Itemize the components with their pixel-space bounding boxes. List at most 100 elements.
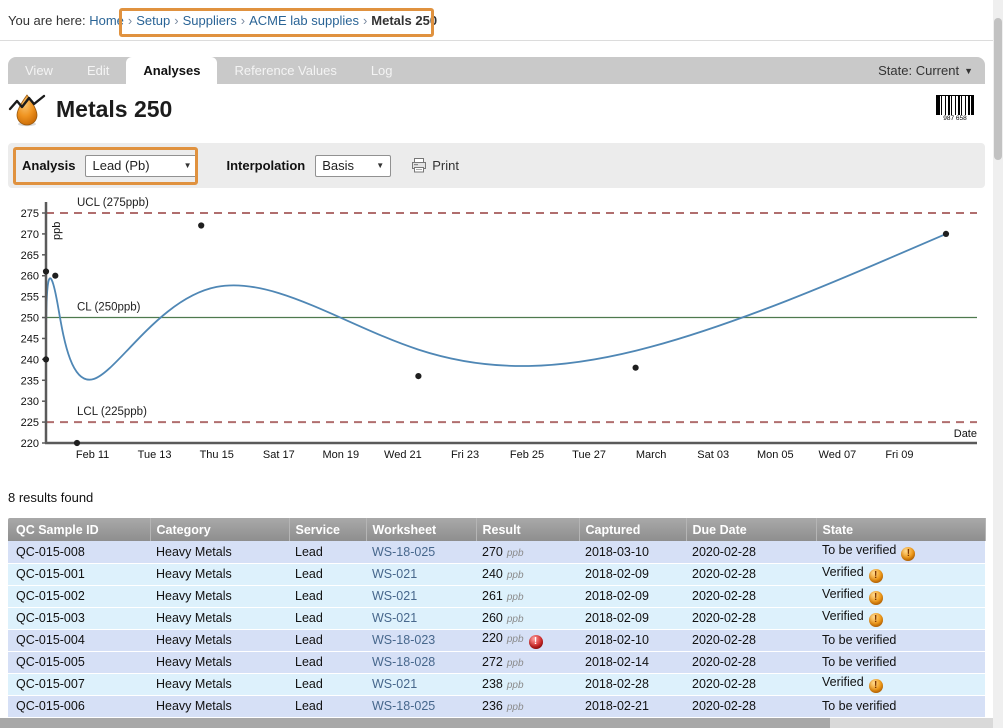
column-header-worksheet[interactable]: Worksheet: [366, 518, 476, 541]
cell-captured: 2018-02-09: [579, 563, 686, 585]
column-header-state[interactable]: State: [816, 518, 985, 541]
result-value: 236: [482, 699, 503, 713]
worksheet-link[interactable]: WS-021: [372, 611, 417, 625]
worksheet-link[interactable]: WS-021: [372, 567, 417, 581]
barcode-bars: [936, 95, 974, 116]
column-header-captured[interactable]: Captured: [579, 518, 686, 541]
cell-captured: 2018-02-21: [579, 695, 686, 717]
cell-category: Heavy Metals: [150, 695, 289, 717]
y-tick-label: 245: [21, 333, 39, 345]
cell-qc-sample-id: QC-015-004: [8, 629, 150, 651]
breadcrumb-item-acme-lab-supplies[interactable]: ACME lab supplies: [249, 13, 359, 28]
y-axis-title: ppb: [51, 222, 63, 240]
cell-category: Heavy Metals: [150, 585, 289, 607]
column-header-service[interactable]: Service: [289, 518, 366, 541]
cell-captured: 2018-03-10: [579, 541, 686, 563]
cell-qc-sample-id: QC-015-001: [8, 563, 150, 585]
result-unit: ppb: [507, 658, 524, 669]
worksheet-link[interactable]: WS-021: [372, 677, 417, 691]
y-tick-label: 220: [21, 438, 39, 450]
state-badge: To be verified: [822, 633, 896, 647]
tab-analyses[interactable]: Analyses: [126, 57, 217, 84]
column-header-result[interactable]: Result: [476, 518, 579, 541]
column-header-id[interactable]: QC Sample ID: [8, 518, 150, 541]
column-header-category[interactable]: Category: [150, 518, 289, 541]
vertical-scrollbar[interactable]: [993, 0, 1003, 728]
cell-service: Lead: [289, 629, 366, 651]
breadcrumb-separator: ›: [128, 13, 132, 28]
cell-qc-sample-id: QC-015-003: [8, 607, 150, 629]
interpolation-curve: [46, 234, 946, 380]
horizontal-scrollbar[interactable]: [0, 718, 993, 728]
column-header-due_date[interactable]: Due Date: [686, 518, 816, 541]
x-tick-label: Sat 17: [263, 449, 295, 461]
breadcrumb-item-suppliers[interactable]: Suppliers: [183, 13, 237, 28]
y-tick-label: 250: [21, 313, 39, 325]
worksheet-link[interactable]: WS-18-028: [372, 655, 435, 669]
y-tick-label: 275: [21, 208, 39, 220]
breadcrumb: You are here: Home›Setup›Suppliers›ACME …: [0, 0, 993, 41]
cell-state: Verified!: [816, 673, 985, 695]
result-unit: ppb: [507, 548, 524, 559]
cell-due-date: 2020-02-28: [686, 563, 816, 585]
breadcrumb-item-setup[interactable]: Setup: [136, 13, 170, 28]
data-point: [198, 222, 204, 228]
print-button[interactable]: Print: [411, 158, 459, 173]
data-point: [43, 268, 49, 274]
x-tick-label: March: [636, 449, 667, 461]
x-axis-title: Date: [954, 428, 977, 440]
vertical-scrollbar-thumb[interactable]: [994, 18, 1002, 160]
interpolation-label: Interpolation: [226, 158, 305, 173]
cell-service: Lead: [289, 695, 366, 717]
caret-down-icon: ▼: [964, 66, 973, 76]
y-tick-label: 270: [21, 229, 39, 241]
analysis-label: Analysis: [22, 158, 75, 173]
analysis-select[interactable]: Lead (Pb) ▼: [85, 155, 198, 177]
table-row: QC-015-004Heavy MetalsLeadWS-18-023220pp…: [8, 629, 985, 651]
tab-view[interactable]: View: [8, 57, 70, 84]
breadcrumb-item-home[interactable]: Home: [89, 13, 124, 28]
attention-icon[interactable]: !: [869, 569, 883, 583]
table-row: QC-015-007Heavy MetalsLeadWS-021238ppb20…: [8, 673, 985, 695]
tab-reference-values[interactable]: Reference Values: [217, 57, 353, 84]
attention-icon[interactable]: !: [901, 547, 915, 561]
tab-bar: ViewEditAnalysesReference ValuesLog Stat…: [8, 57, 985, 84]
data-point: [415, 373, 421, 379]
print-label: Print: [432, 158, 459, 173]
horizontal-scrollbar-thumb[interactable]: [0, 718, 830, 728]
interpolation-select[interactable]: Basis ▼: [315, 155, 391, 177]
cell-due-date: 2020-02-28: [686, 585, 816, 607]
cell-category: Heavy Metals: [150, 563, 289, 585]
attention-icon[interactable]: !: [869, 679, 883, 693]
worksheet-link[interactable]: WS-18-023: [372, 633, 435, 647]
worksheet-link[interactable]: WS-18-025: [372, 545, 435, 559]
result-value: 240: [482, 567, 503, 581]
barcode-text: 987 658: [936, 115, 974, 122]
state-badge: To be verified: [822, 543, 896, 557]
state-dropdown[interactable]: State: Current ▼: [866, 57, 985, 84]
tab-edit[interactable]: Edit: [70, 57, 126, 84]
y-tick-label: 265: [21, 250, 39, 262]
y-tick-label: 225: [21, 417, 39, 429]
state-badge: To be verified: [822, 699, 896, 713]
cell-qc-sample-id: QC-015-005: [8, 651, 150, 673]
worksheet-link[interactable]: WS-021: [372, 589, 417, 603]
cell-category: Heavy Metals: [150, 607, 289, 629]
state-badge: To be verified: [822, 655, 896, 669]
state-label: State: Current: [878, 63, 959, 78]
result-value: 260: [482, 611, 503, 625]
cell-captured: 2018-02-10: [579, 629, 686, 651]
attention-icon[interactable]: !: [869, 613, 883, 627]
result-unit: ppb: [507, 702, 524, 713]
cell-result: 272ppb: [476, 651, 579, 673]
data-point: [943, 231, 949, 237]
caret-down-icon: ▼: [184, 161, 192, 170]
cell-result: 238ppb: [476, 673, 579, 695]
cell-due-date: 2020-02-28: [686, 651, 816, 673]
result-value: 261: [482, 589, 503, 603]
cell-due-date: 2020-02-28: [686, 695, 816, 717]
worksheet-link[interactable]: WS-18-025: [372, 699, 435, 713]
attention-icon[interactable]: !: [869, 591, 883, 605]
cell-service: Lead: [289, 607, 366, 629]
tab-log[interactable]: Log: [354, 57, 410, 84]
